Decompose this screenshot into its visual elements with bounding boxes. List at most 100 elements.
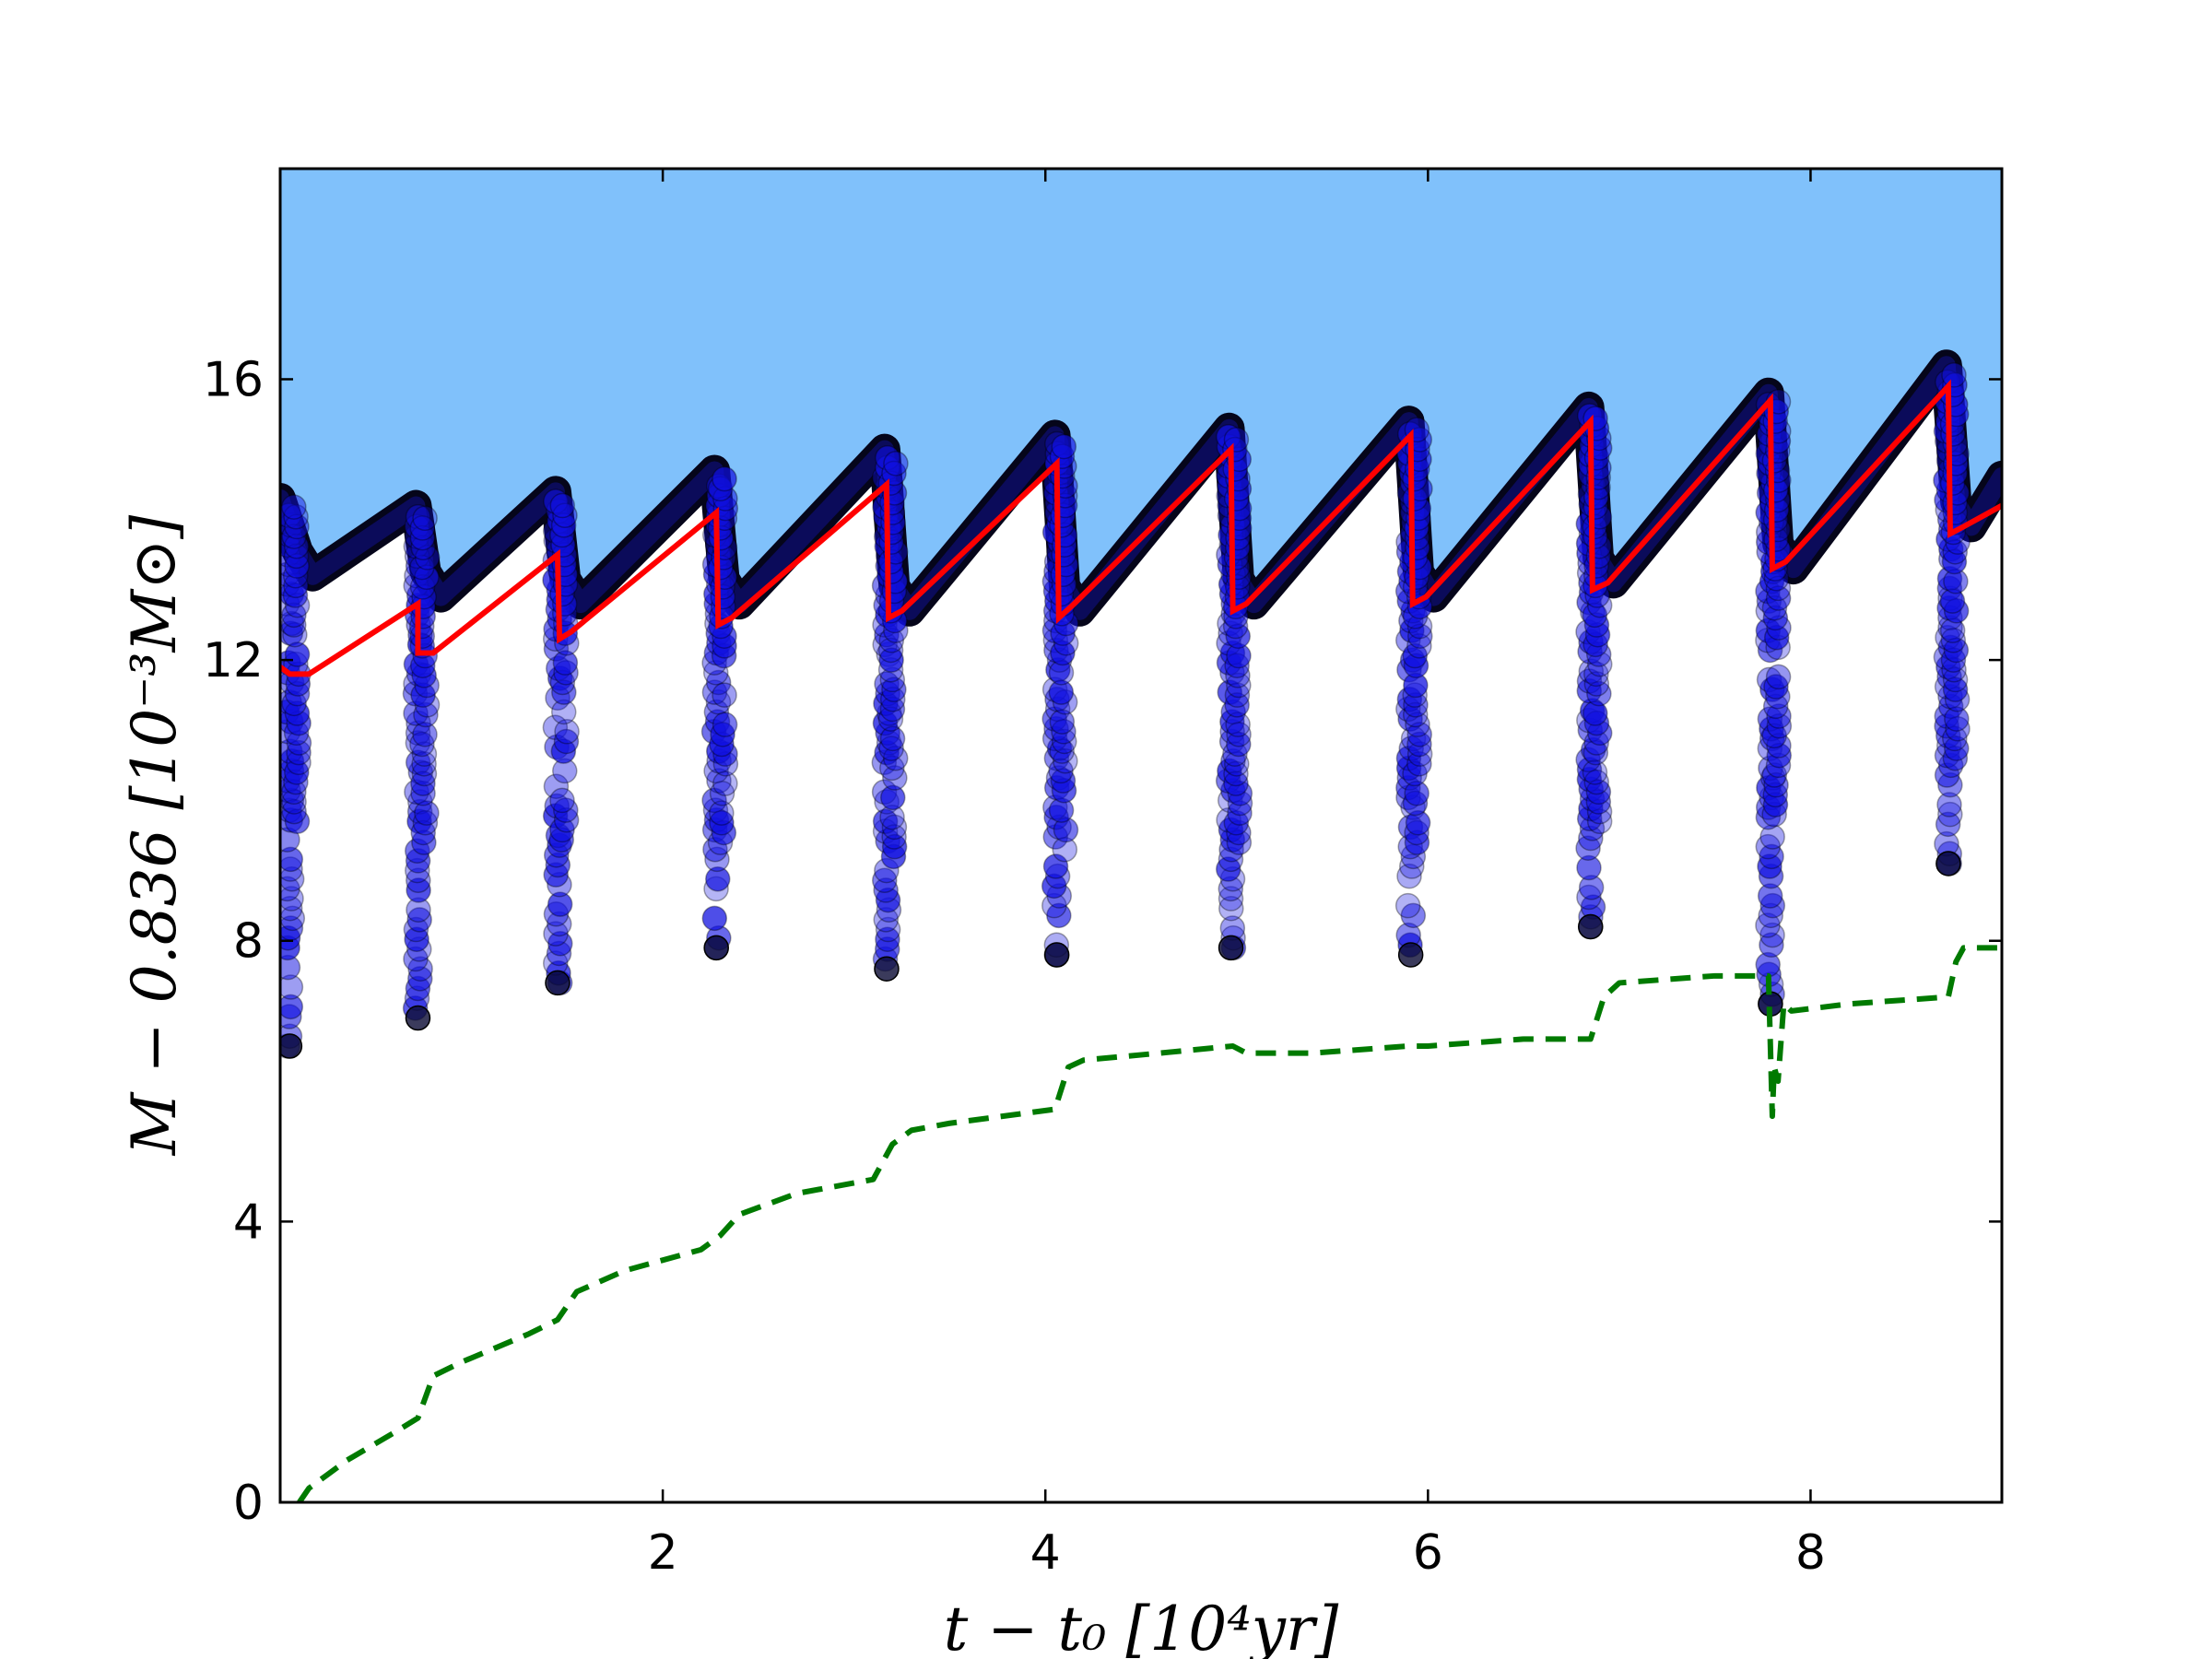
data-point <box>882 745 909 771</box>
data-point <box>547 931 573 957</box>
data-point <box>405 1005 431 1031</box>
series-lines <box>280 379 2002 1502</box>
data-point <box>412 722 438 747</box>
data-point <box>1759 843 1784 870</box>
data-point <box>1397 942 1424 968</box>
data-point <box>1936 851 1961 877</box>
axis-ticks: 2 4 6 8 0 4 8 12 16 <box>203 169 2002 1581</box>
data-point <box>1755 833 1782 860</box>
data-point <box>1942 677 1969 702</box>
data-point <box>1043 942 1070 968</box>
data-point <box>1223 427 1250 453</box>
red-line-series <box>280 379 2002 677</box>
data-point <box>877 637 904 664</box>
upper-shaded-region <box>280 169 2002 611</box>
data-point <box>1223 771 1249 796</box>
data-point <box>1586 680 1612 707</box>
y-tick-label: 8 <box>233 914 264 970</box>
x-tick-label: 4 <box>1030 1525 1061 1581</box>
data-point <box>1226 722 1252 747</box>
data-point <box>553 728 580 755</box>
data-point <box>880 784 906 811</box>
data-point <box>283 503 309 530</box>
data-point <box>1226 731 1252 758</box>
y-tick-label: 4 <box>233 1194 264 1250</box>
plot-area <box>280 169 2002 1502</box>
data-point <box>1224 692 1250 718</box>
data-point <box>879 725 906 752</box>
data-point <box>280 886 304 912</box>
data-point <box>878 647 904 673</box>
data-point <box>712 682 737 708</box>
data-point <box>1940 628 1967 653</box>
data-point <box>554 719 580 745</box>
data-point <box>709 781 735 806</box>
data-point <box>875 916 901 943</box>
data-point <box>882 765 908 791</box>
data-point <box>1218 895 1244 922</box>
data-point <box>1759 932 1784 959</box>
data-point <box>878 735 904 761</box>
data-point <box>1226 672 1252 699</box>
plot-frame <box>278 167 2004 1504</box>
data-point <box>280 1033 303 1059</box>
data-point <box>701 787 727 814</box>
data-point <box>872 808 899 835</box>
data-point <box>406 877 431 903</box>
data-point <box>875 926 900 952</box>
data-point <box>1935 811 1961 838</box>
data-point <box>1766 703 1792 729</box>
data-point <box>553 797 579 823</box>
data-point <box>1937 801 1963 828</box>
data-point <box>712 771 738 796</box>
data-point <box>284 553 310 579</box>
data-point <box>703 935 729 961</box>
data-point <box>549 787 575 814</box>
data-point <box>406 907 432 933</box>
data-point <box>872 867 898 893</box>
data-point <box>1407 623 1433 649</box>
data-point <box>414 800 440 826</box>
data-point <box>1585 779 1612 806</box>
data-point <box>1402 760 1428 787</box>
data-point <box>1941 548 1968 575</box>
data-point <box>1944 706 1970 732</box>
data-point <box>409 515 436 541</box>
data-point <box>1218 935 1244 961</box>
data-point <box>881 824 907 850</box>
data-point <box>881 833 908 860</box>
data-point <box>1224 682 1251 708</box>
data-point <box>883 451 909 477</box>
data-point <box>283 543 310 570</box>
data-point <box>1396 863 1422 889</box>
data-point <box>1051 433 1077 460</box>
data-point <box>1765 585 1792 611</box>
data-point <box>1394 892 1421 919</box>
data-point <box>705 669 732 696</box>
x-tick-label: 8 <box>1795 1525 1826 1581</box>
data-point <box>1399 853 1425 879</box>
data-point <box>410 771 436 796</box>
x-tick-label: 6 <box>1413 1525 1443 1581</box>
y-tick-label: 16 <box>203 352 264 407</box>
data-point <box>706 768 732 794</box>
data-point <box>709 800 735 826</box>
data-point <box>712 465 737 492</box>
data-point <box>1404 781 1430 806</box>
data-point <box>411 751 437 777</box>
data-point <box>545 970 571 996</box>
data-point <box>409 554 435 581</box>
data-point <box>284 808 311 835</box>
data-point <box>1046 902 1072 929</box>
data-point <box>1944 735 1970 761</box>
data-point <box>1223 760 1249 787</box>
data-point <box>709 810 735 836</box>
data-point <box>280 895 303 922</box>
data-point <box>1765 664 1792 690</box>
data-point <box>874 956 900 982</box>
data-point <box>543 921 569 947</box>
data-point <box>1942 539 1969 565</box>
data-point <box>549 492 576 519</box>
data-point <box>552 650 579 676</box>
